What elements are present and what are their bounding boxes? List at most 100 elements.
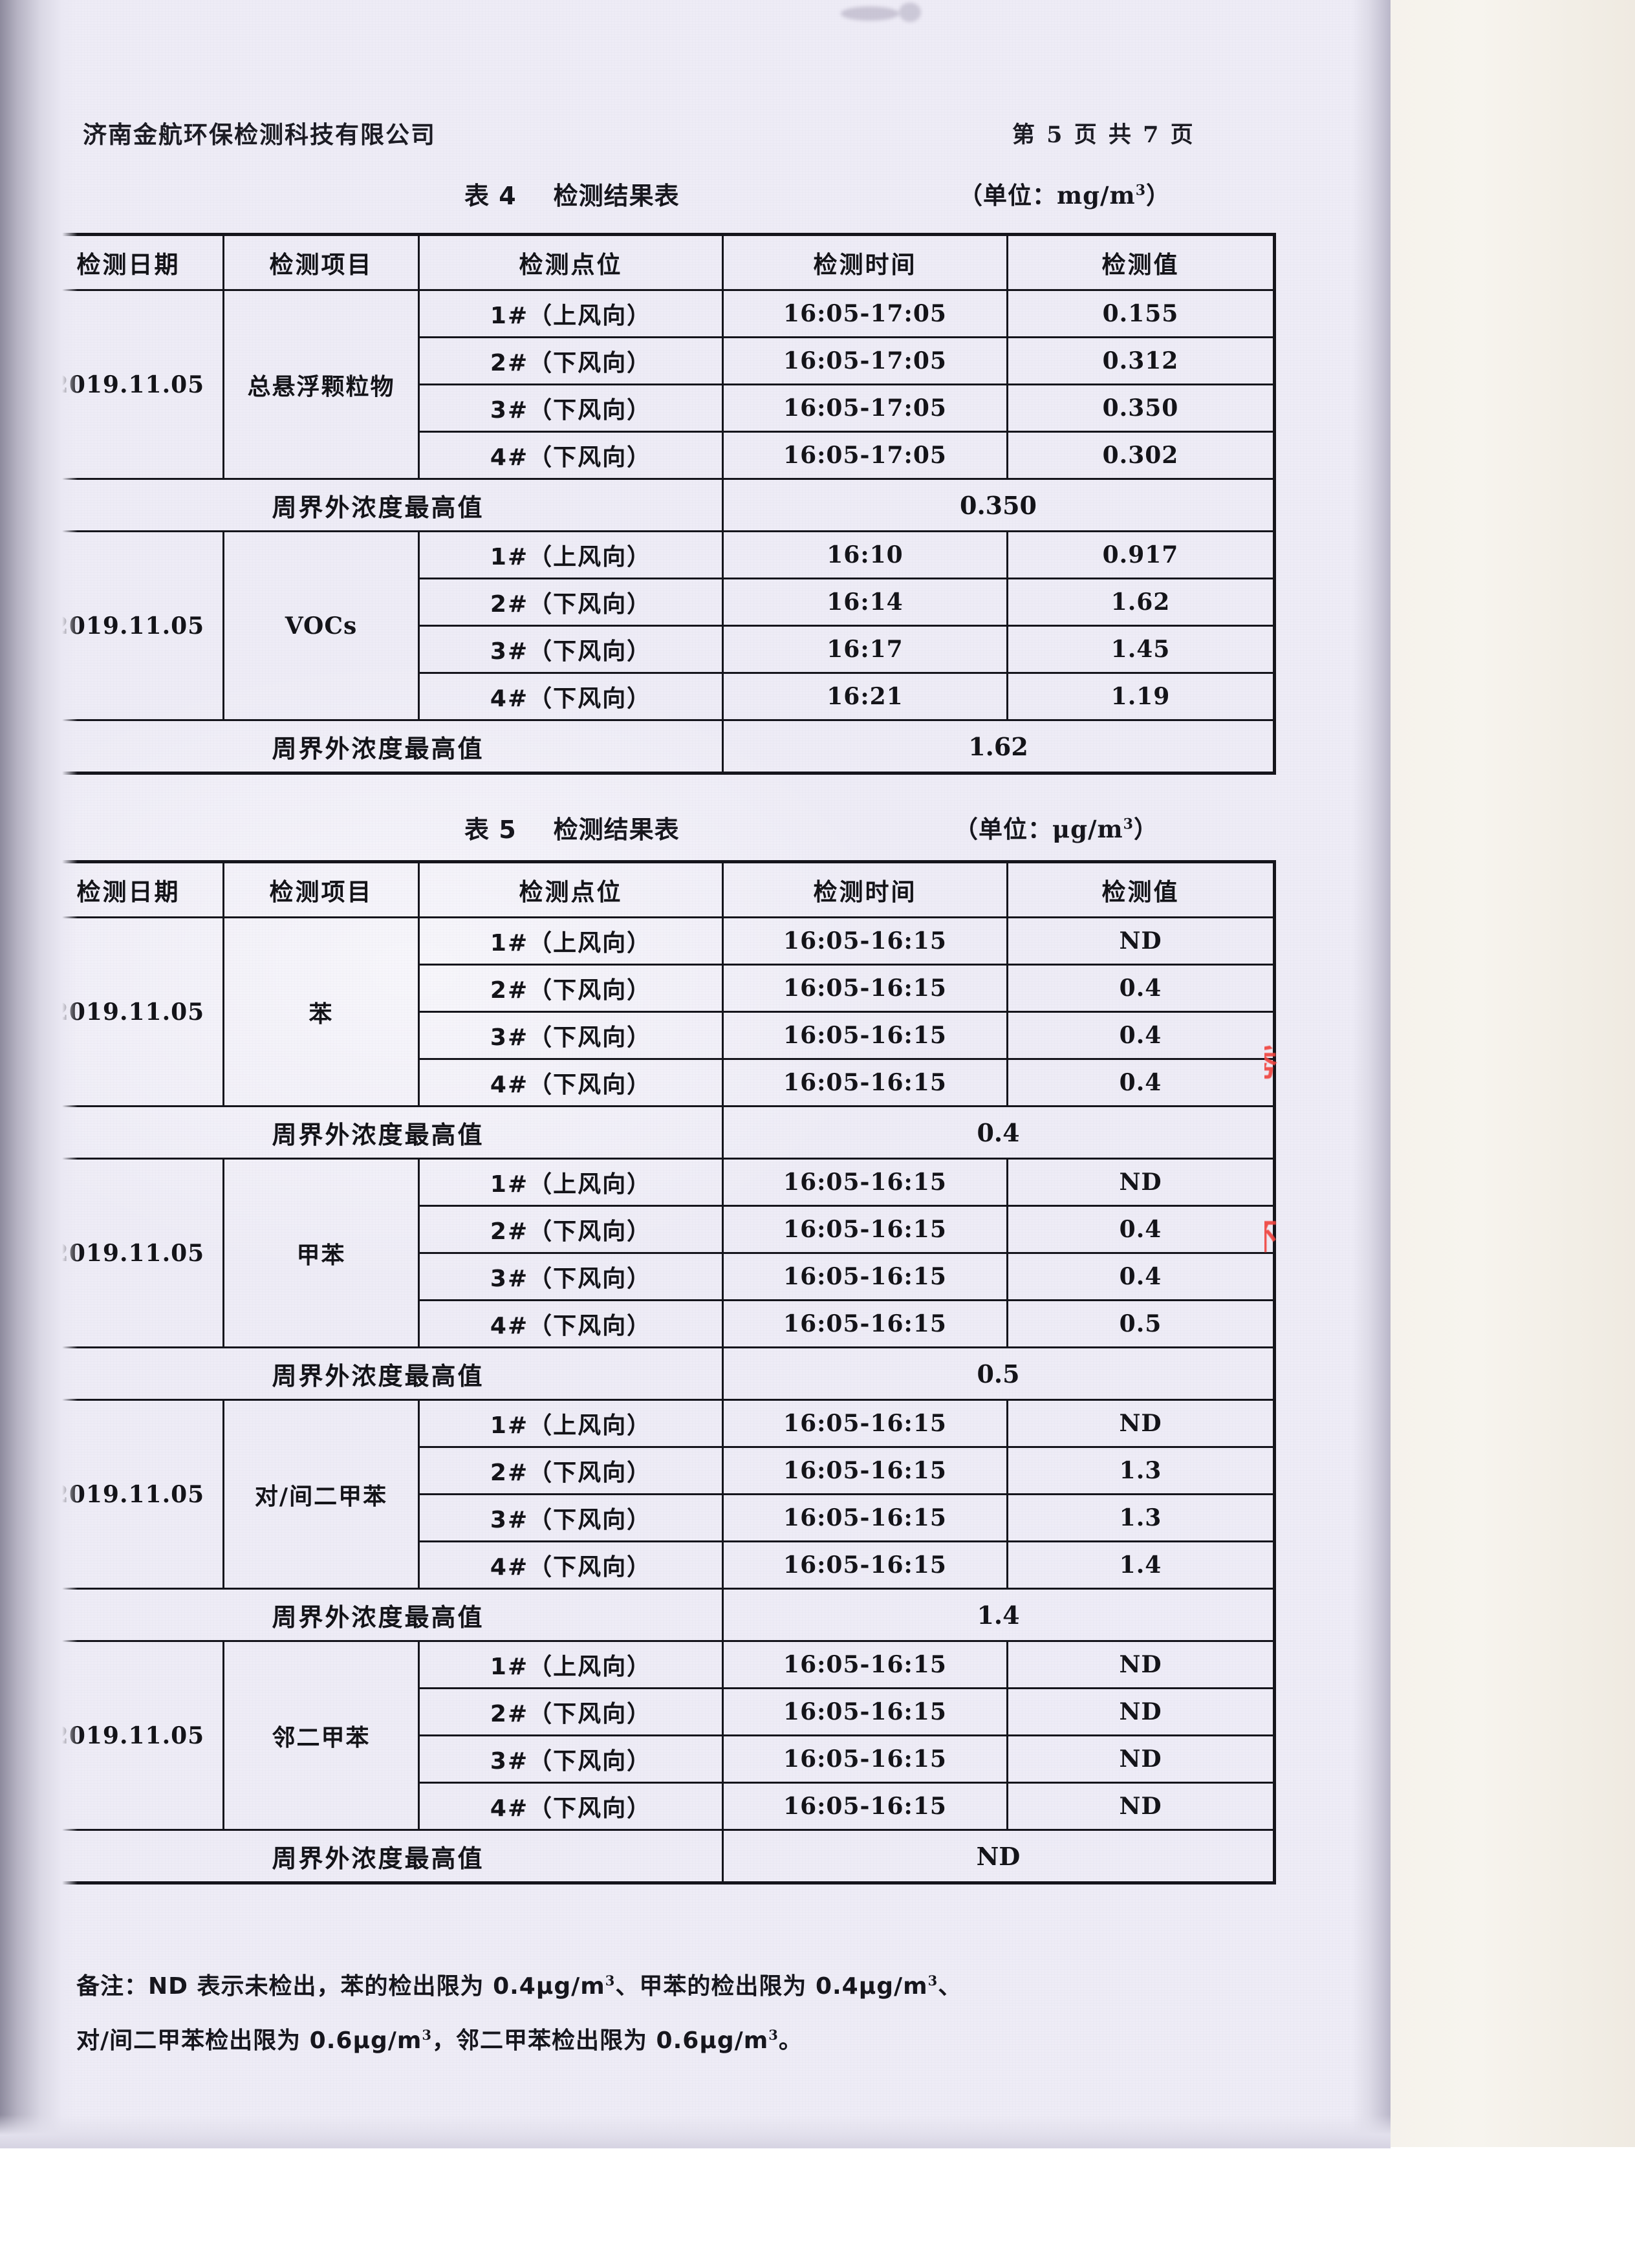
cell-point: 2#（下风向） [418,336,724,385]
cell-item: 总悬浮颗粒物 [222,289,420,480]
cell-time: 16:05-16:15 [722,1011,1008,1060]
cell-date: 2019.11.05 [32,530,224,721]
cell-point: 2#（下风向） [418,1687,724,1736]
table-row: 4#（下风向） 16:05-17:05 0.302 [33,431,1275,480]
cell-point: 1#（上风向） [418,1158,724,1207]
cell-value: 0.4 [1006,1058,1275,1107]
scanner-bed-bottom [0,2147,1635,2268]
cell-time: 16:05-16:15 [722,916,1008,966]
footnote-line-1: 备注：ND 表示未检出，苯的检出限为 0.4μg/m3、甲苯的检出限为 0.4μ… [76,1972,962,2000]
cell-time: 16:05-16:15 [722,1399,1008,1448]
cell-point: 2#（下风向） [418,1205,724,1254]
table-row: 2019.11.05 对/间二甲苯 1#（上风向） 16:05-16:15 ND [32,1399,1275,1590]
column-header-point: 检测点位 [418,233,724,291]
column-header-point: 检测点位 [418,861,724,918]
table4-caption-title: 表 4 检测结果表 [464,182,680,210]
summary-value: 1.4 [722,1588,1275,1642]
cell-value: ND [1006,1782,1275,1831]
cell-point: 3#（下风向） [418,1011,724,1060]
cell-value: 0.302 [1006,431,1275,480]
cell-time: 16:05-16:15 [722,1058,1008,1107]
cell-point: 4#（下风向） [418,1782,724,1831]
footnote-line-2: 对/间二甲苯检出限为 0.6μg/m3，邻二甲苯检出限为 0.6μg/m3。 [76,2027,803,2054]
cell-item: VOCs [222,530,420,721]
table-row: 4#（下风向） 16:05-16:15 1.4 [33,1540,1275,1590]
summary-label: 周界外浓度最高值 [32,1346,724,1401]
cell-time: 16:05-16:15 [722,1446,1008,1495]
summary-row: 周界外浓度最高值 0.5 [32,1346,1275,1401]
cell-value: ND [1006,916,1275,966]
cell-date: 2019.11.05 [32,916,224,1107]
column-header-item: 检测项目 [222,233,420,291]
summary-value: 0.5 [722,1346,1275,1401]
page-header: 济南金航环保检测科技有限公司 第 5 页 共 7 页 [0,115,1391,154]
cell-item: 对/间二甲苯 [222,1399,420,1590]
cell-time: 16:17 [722,625,1008,674]
cell-time: 16:05-16:15 [722,1299,1008,1348]
cell-point: 2#（下风向） [418,964,724,1013]
table-row: 2#（下风向） 16:05-16:15 0.4 [33,964,1275,1013]
table-row: 3#（下风向） 16:05-17:05 0.350 [33,383,1275,433]
cell-point: 4#（下风向） [418,1299,724,1348]
table5-caption: 表 5 检测结果表 （单位：μg/m3） [0,810,1391,850]
detection-results-table-4: 检测日期 检测项目 检测点位 检测时间 检测值 2019.11.05 总悬浮颗粒… [31,233,1276,775]
table-row: 2#（下风向） 16:05-16:15 ND [33,1687,1275,1736]
table4-caption-unit: （单位：mg/m3） [958,181,1171,210]
column-header-time: 检测时间 [722,233,1008,291]
column-header-time: 检测时间 [722,861,1008,918]
summary-row: 周界外浓度最高值 0.350 [32,478,1275,532]
summary-row: 周界外浓度最高值 1.4 [32,1588,1275,1642]
table-row: 2#（下风向） 16:05-16:15 1.3 [33,1446,1275,1495]
cell-time: 16:05-16:15 [722,1540,1008,1590]
column-header-value: 检测值 [1006,861,1275,918]
summary-row: 周界外浓度最高值 ND [32,1829,1275,1884]
cell-value: ND [1006,1158,1275,1207]
table5-caption-unit: （单位：μg/m3） [954,815,1158,843]
cell-point: 3#（下风向） [418,1252,724,1301]
table-row: 2019.11.05 总悬浮颗粒物 1#（上风向） 16:05-17:05 0.… [32,289,1275,480]
cell-value: 0.917 [1006,530,1275,579]
cell-item: 甲苯 [222,1158,420,1348]
summary-value: 0.350 [722,478,1275,532]
cell-value: 0.5 [1006,1299,1275,1348]
table-row: 2019.11.05 VOCs 1#（上风向） 16:10 0.917 [32,530,1275,721]
cell-value: 0.4 [1006,1205,1275,1254]
cell-point: 4#（下风向） [418,431,724,480]
cell-date: 2019.11.05 [32,1399,224,1590]
cell-value: 0.350 [1006,383,1275,433]
footnote: 备注：ND 表示未检出，苯的检出限为 0.4μg/m3、甲苯的检出限为 0.4μ… [76,1956,1305,2065]
cell-time: 16:05-17:05 [722,336,1008,385]
cell-point: 4#（下风向） [418,1058,724,1107]
summary-value: 0.4 [722,1105,1275,1160]
cell-value: 0.4 [1006,1011,1275,1060]
cell-value: 1.19 [1006,672,1275,721]
table-row: 2019.11.05 甲苯 1#（上风向） 16:05-16:15 ND [32,1158,1275,1348]
cell-point: 3#（下风向） [418,625,724,674]
cell-value: 0.4 [1006,1252,1275,1301]
cell-value: ND [1006,1687,1275,1736]
summary-row: 周界外浓度最高值 0.4 [32,1105,1275,1160]
cell-value: 1.3 [1006,1446,1275,1495]
company-name: 济南金航环保检测科技有限公司 [83,121,436,149]
table-row: 2#（下风向） 16:14 1.62 [33,578,1275,627]
cell-time: 16:05-16:15 [722,964,1008,1013]
table-row: 4#（下风向） 16:05-16:15 ND [33,1782,1275,1831]
summary-label: 周界外浓度最高值 [32,1829,724,1884]
cell-time: 16:05-16:15 [722,1687,1008,1736]
table-row: 4#（下风向） 16:05-16:15 0.5 [33,1299,1275,1348]
table-row: 2019.11.05 苯 1#（上风向） 16:05-16:15 ND [32,916,1275,1107]
cell-point: 1#（上风向） [418,916,724,966]
cell-point: 4#（下风向） [418,1540,724,1590]
cell-value: ND [1006,1734,1275,1784]
cell-value: ND [1006,1399,1275,1448]
cell-date: 2019.11.05 [32,1640,224,1831]
table-row: 4#（下风向） 16:21 1.19 [33,672,1275,721]
cell-value: 1.62 [1006,578,1275,627]
cell-time: 16:05-16:15 [722,1782,1008,1831]
column-header-date: 检测日期 [32,861,224,918]
summary-label: 周界外浓度最高值 [32,1588,724,1642]
column-header-date: 检测日期 [32,233,224,291]
cell-value: 1.3 [1006,1493,1275,1542]
cell-point: 1#（上风向） [418,1399,724,1448]
page-right-edge-shadow [1352,0,1391,2148]
